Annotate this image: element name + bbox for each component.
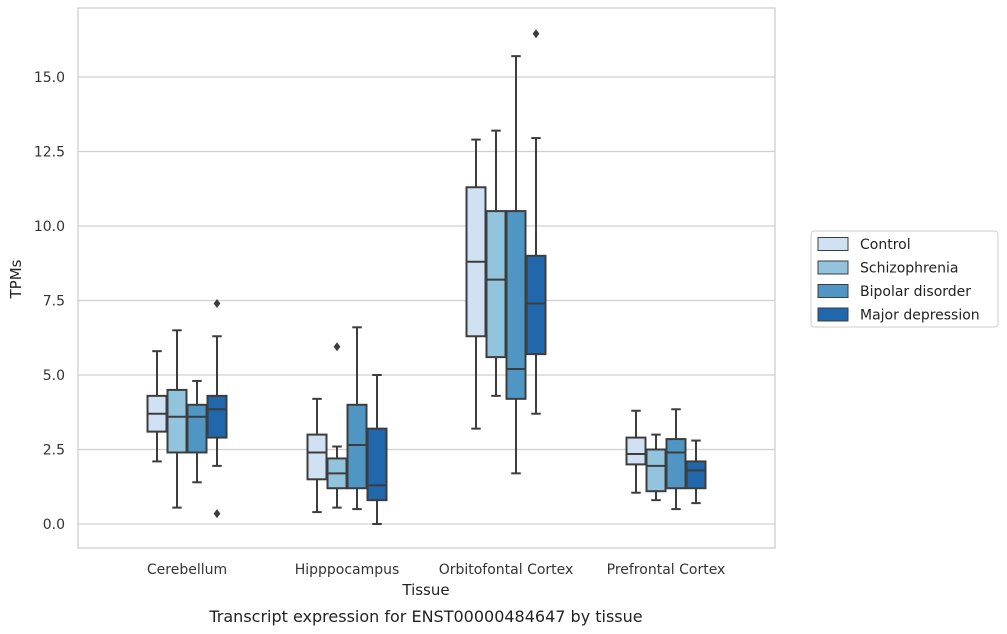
box-iqr <box>685 460 707 490</box>
x-tick-label: Orbitofontal Cortex <box>439 562 574 578</box>
outlier-point <box>333 342 341 352</box>
box-major-depression <box>525 29 547 415</box>
legend-label: Bipolar disorder <box>860 284 971 300</box>
outlier-point <box>213 509 221 519</box>
legend-swatch <box>817 307 849 322</box>
legend-swatch <box>817 260 849 275</box>
x-tick-label: Prefrontal Cortex <box>607 562 726 578</box>
outlier-point <box>532 29 540 39</box>
box-iqr <box>346 403 368 490</box>
box-series <box>146 29 707 525</box>
legend-label: Schizophrenia <box>860 261 958 277</box>
y-tick-label: 12.5 <box>34 145 65 161</box>
box-control <box>146 350 168 463</box>
y-tick-label: 10.0 <box>34 219 65 235</box>
box-schizophrenia <box>485 129 507 397</box>
box-iqr <box>306 433 328 481</box>
plot-frame <box>77 7 776 549</box>
y-tick-label: 5.0 <box>43 368 65 384</box>
box-iqr <box>505 210 527 400</box>
box-iqr <box>366 427 388 502</box>
box-iqr <box>645 448 667 493</box>
legend-label: Major depression <box>860 308 980 324</box>
box-bipolar-disorder <box>665 408 687 511</box>
x-axis-label: Tissue <box>401 581 449 599</box>
box-iqr <box>625 436 647 466</box>
y-tick-label: 15.0 <box>34 70 65 86</box>
outlier-point <box>213 298 221 308</box>
box-iqr <box>186 403 208 454</box>
box-iqr <box>665 438 687 490</box>
box-iqr <box>206 394 228 439</box>
legend-frame <box>810 230 999 328</box>
box-iqr <box>525 254 547 356</box>
box-iqr <box>485 210 507 359</box>
legend-swatch <box>817 284 849 298</box>
legend: Control Schizophrenia Bipolar disorder Majo… <box>810 230 999 328</box>
legend-label: Control <box>860 237 911 253</box>
box-iqr <box>166 388 188 454</box>
y-tick-label: 7.5 <box>43 294 65 310</box>
box-major-depression <box>206 298 228 519</box>
box-major-depression <box>366 374 388 525</box>
x-axis-ticks: Cerebellum Hipppocampus Orbitofontal Corte… <box>147 562 725 578</box>
x-tick-label: Hipppocampus <box>295 562 400 578</box>
y-axis-label: TPMs <box>7 259 25 299</box>
y-tick-label: 0.0 <box>43 517 65 533</box>
legend-swatch <box>817 237 849 251</box>
x-tick-label: Cerebellum <box>147 562 227 578</box>
box-control <box>306 397 328 514</box>
box-major-depression <box>685 439 707 505</box>
y-tick-label: 2.5 <box>43 443 65 459</box>
y-axis-ticks: 0.0 2.5 5.0 7.5 10.0 12.5 15.0 <box>34 70 65 533</box>
chart-caption: Transcript expression for ENST0000048464… <box>208 607 642 626</box>
